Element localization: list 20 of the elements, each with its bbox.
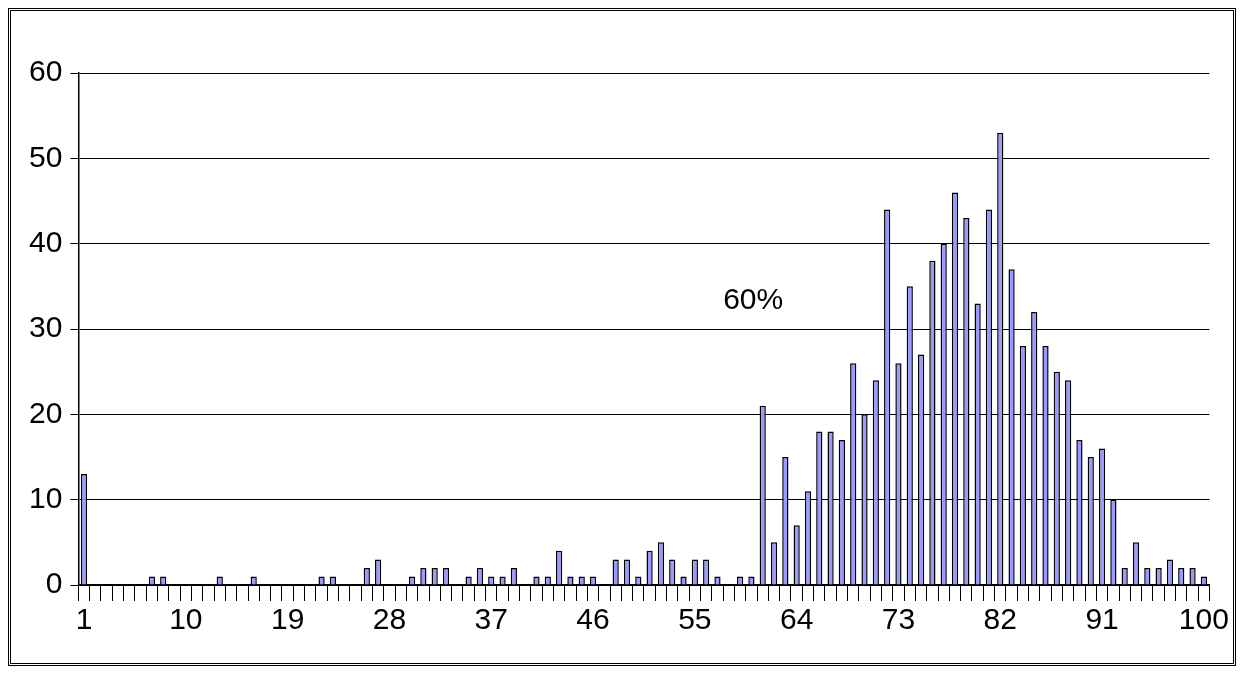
x-tick-label: 19 (270, 602, 305, 636)
y-tick-label: 0 (45, 566, 63, 600)
x-tick-label: 100 (1178, 602, 1229, 636)
y-tick-label: 50 (28, 139, 63, 173)
annotation: 60% (723, 282, 784, 316)
x-tick-label: 28 (372, 602, 407, 636)
x-tick-label: 46 (576, 602, 610, 636)
x-tick-label: 37 (474, 602, 508, 636)
x-tick-label: 10 (169, 602, 203, 636)
x-tick-label: 64 (779, 602, 814, 636)
x-tick-label: 82 (983, 602, 1017, 636)
x-tick-label: 73 (881, 602, 916, 636)
x-tick-label: 55 (678, 602, 712, 636)
y-tick-label: 10 (28, 480, 63, 514)
y-tick-label: 40 (28, 224, 63, 258)
y-tick-label: 60 (28, 54, 63, 88)
y-tick-label: 30 (28, 310, 63, 344)
x-tick-label: 91 (1085, 602, 1119, 636)
y-tick-label: 20 (28, 395, 63, 429)
x-tick-label: 1 (75, 602, 93, 636)
